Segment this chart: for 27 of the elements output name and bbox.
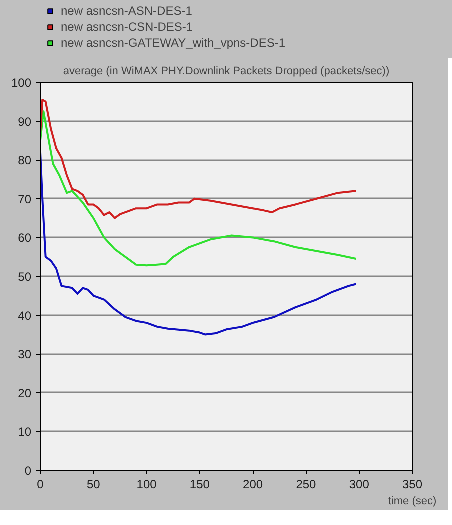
- x-tick-label: 150: [190, 478, 210, 492]
- x-tick-label: 50: [86, 478, 101, 492]
- y-tick-label: 100: [11, 76, 32, 90]
- y-tick-label: 20: [18, 386, 32, 400]
- legend-label: new asncsn-ASN-DES-1: [61, 4, 192, 18]
- x-tick-label: 250: [296, 478, 317, 492]
- legend-label: new asncsn-GATEWAY_with_vpns-DES-1: [61, 36, 286, 50]
- y-tick-label: 0: [24, 464, 32, 478]
- chart-title: average (in WiMAX PHY.Downlink Packets Dropped (packets/sec)): [63, 66, 390, 78]
- legend-label: new asncsn-CSN-DES-1: [61, 20, 194, 34]
- y-tick-label: 30: [18, 348, 32, 362]
- y-tick-label: 40: [18, 308, 32, 323]
- line-series: [40, 110, 358, 267]
- x-tick-label: 0: [37, 478, 44, 492]
- x-tick-label: 100: [136, 478, 158, 492]
- x-tick-label: 350: [402, 478, 423, 492]
- y-tick-label: 60: [18, 231, 32, 246]
- x-axis-title: time (sec): [388, 496, 437, 508]
- x-tick-label: 300: [349, 478, 370, 492]
- y-tick-label: 50: [18, 270, 32, 284]
- y-tick-label: 90: [18, 114, 32, 129]
- line-series: [40, 151, 358, 336]
- y-tick-label: 10: [18, 425, 32, 440]
- x-tick-label: 200: [243, 478, 264, 492]
- y-tick-label: 80: [18, 154, 32, 168]
- line-series: [40, 98, 358, 220]
- y-tick-label: 70: [18, 192, 32, 206]
